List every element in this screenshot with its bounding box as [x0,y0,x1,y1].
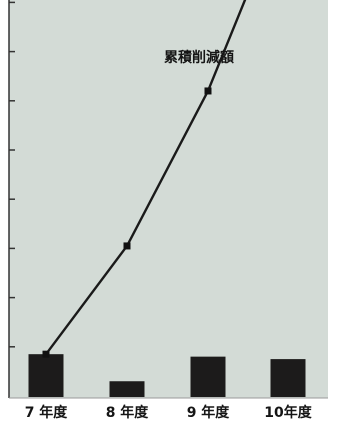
bar [28,354,64,397]
bar [109,381,145,397]
bar [270,359,306,397]
x-tick-label: 7 年度 [25,404,69,421]
cumulative-line [45,0,247,355]
cumulative-marker [123,242,131,250]
bar [190,356,226,397]
axis-layer [8,0,328,399]
cumulative-marker [42,350,50,358]
series-label-cumulative-reduction: 累積削減額 [164,49,234,66]
x-tick-label: 10年度 [264,404,312,421]
label-layer: 累積削減額 [164,49,234,66]
bars-layer [28,354,306,397]
x-labels-layer: 7 年度 8 年度 9 年度 10年度 [25,404,313,421]
x-tick-label: 9 年度 [187,404,231,421]
cumulative-marker [204,87,212,95]
line-layer [42,0,247,358]
x-tick-label: 8 年度 [106,404,150,421]
